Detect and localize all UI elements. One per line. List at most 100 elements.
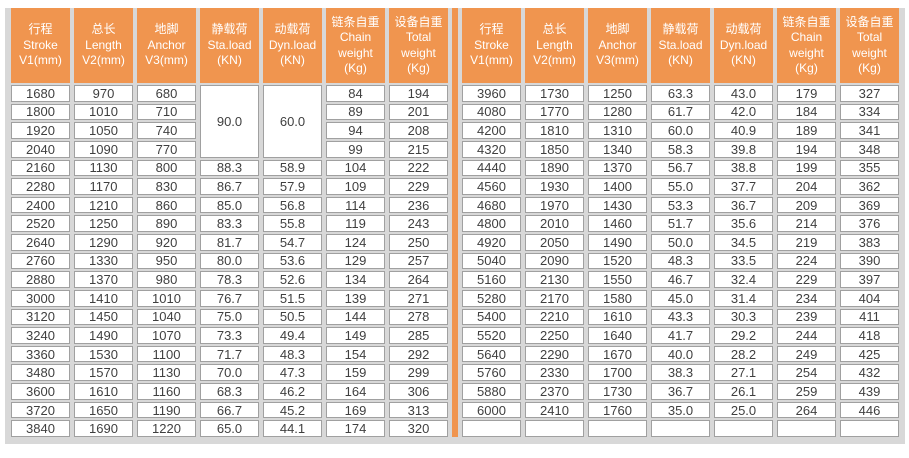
table-cell: 1730 [588,383,647,400]
table-cell: 214 [777,215,836,233]
table-cell: 2520 [11,215,70,233]
table-cell: 1160 [137,383,196,400]
table-cell: 369 [840,196,899,214]
table-cell: 6000 [462,401,521,419]
table-cell: 740 [137,122,196,139]
table-cell: 42.0 [714,103,773,121]
table-cell: 2290 [525,345,584,363]
table-cell: 5280 [462,289,521,307]
table-cell: 41.7 [651,327,710,344]
table-cell: 47.3 [263,364,322,382]
column-header-left-1: 总长 Length V2(mm) [74,8,133,83]
header-line: Length [85,37,122,52]
table-cell: 134 [326,271,385,288]
table-cell: 278 [389,308,448,326]
column-header-left-5: 链条自重 Chain weight (Kg) [326,8,385,83]
table-cell: 770 [137,140,196,158]
table-cell: 149 [326,327,385,344]
header-line: 设备自重 [394,14,443,29]
table-cell: 1490 [588,234,647,251]
header-line: Sta.load [658,37,703,52]
table-cell: 2010 [525,215,584,233]
table-cell: 5520 [462,327,521,344]
table-cell: 1130 [74,159,133,177]
table-cell: 383 [840,234,899,251]
table-cell: 264 [777,401,836,419]
table-cell: 50.0 [651,234,710,251]
header-line: 动载荷 [274,22,311,37]
table-cell: 355 [840,159,899,177]
table-cell: 99 [326,140,385,158]
table-cell: 55.8 [263,215,322,233]
table-cell: 63.3 [651,85,710,102]
table-cell: 1250 [74,215,133,233]
table-cell: 306 [389,383,448,400]
header-line: V2(mm) [533,53,576,68]
table-cell: 1800 [11,103,70,121]
table-cell: 159 [326,364,385,382]
table-cell: 5880 [462,383,521,400]
table-cell: 114 [326,196,385,214]
header-line: Dyn.load [268,37,317,52]
table-cell: 1920 [11,122,70,139]
header-line: weight [789,45,824,60]
column-header-left-3: 静载荷 Sta.load (KN) [200,8,259,83]
table-cell: 439 [840,383,899,400]
table-cell: 1520 [588,252,647,270]
header-line: Anchor [598,37,637,52]
table-cell: 1890 [525,159,584,177]
table-cell: 5040 [462,252,521,270]
table-cell: 1670 [588,345,647,363]
header-line: Dyn.load [719,37,768,52]
table-cell: 70.0 [200,364,259,382]
table-cell: 56.7 [651,159,710,177]
header-line: (Kg) [344,60,367,75]
table-cell: 86.7 [200,178,259,195]
header-line: Total [405,30,432,45]
table-cell: 1570 [74,364,133,382]
table-cell: 1130 [137,364,196,382]
table-cell: 250 [389,234,448,251]
table-cell: 169 [326,401,385,419]
table-cell: 1850 [525,140,584,158]
header-line: 动载荷 [725,22,762,37]
table-cell: 35.0 [651,401,710,419]
table-cell: 2880 [11,271,70,288]
table-cell: 1290 [74,234,133,251]
table-cell: 1050 [74,122,133,139]
table-cell: 4320 [462,140,521,158]
table-cell: 4560 [462,178,521,195]
header-line: 链条自重 [331,14,380,29]
table-cell: 264 [389,271,448,288]
table-cell: 71.7 [200,345,259,363]
table-cell: 1100 [137,345,196,363]
table-cell: 2090 [525,252,584,270]
table-cell: 119 [326,215,385,233]
table-cell: 244 [777,327,836,344]
table-cell [714,420,773,437]
table-cell: 1430 [588,196,647,214]
table-cell [777,420,836,437]
table-cell: 249 [777,345,836,363]
table-cell: 292 [389,345,448,363]
table-cell: 204 [777,178,836,195]
table-cell: 1610 [74,383,133,400]
table-cell: 1090 [74,140,133,158]
table-cell: 1310 [588,122,647,139]
table-cell: 5760 [462,364,521,382]
table-cell: 2640 [11,234,70,251]
table-cell: 32.4 [714,271,773,288]
table-cell: 129 [326,252,385,270]
table-cell: 48.3 [263,345,322,363]
column-header-left-4: 动载荷 Dyn.load (KN) [263,8,322,83]
table-cell: 1970 [525,196,584,214]
table-cell: 2170 [525,289,584,307]
table-cell [840,420,899,437]
table-cell: 4920 [462,234,521,251]
table-cell: 4080 [462,103,521,121]
table-cell: 53.6 [263,252,322,270]
table-cell: 25.0 [714,401,773,419]
table-cell: 201 [389,103,448,121]
table-cell: 1610 [588,308,647,326]
table-cell: 2160 [11,159,70,177]
